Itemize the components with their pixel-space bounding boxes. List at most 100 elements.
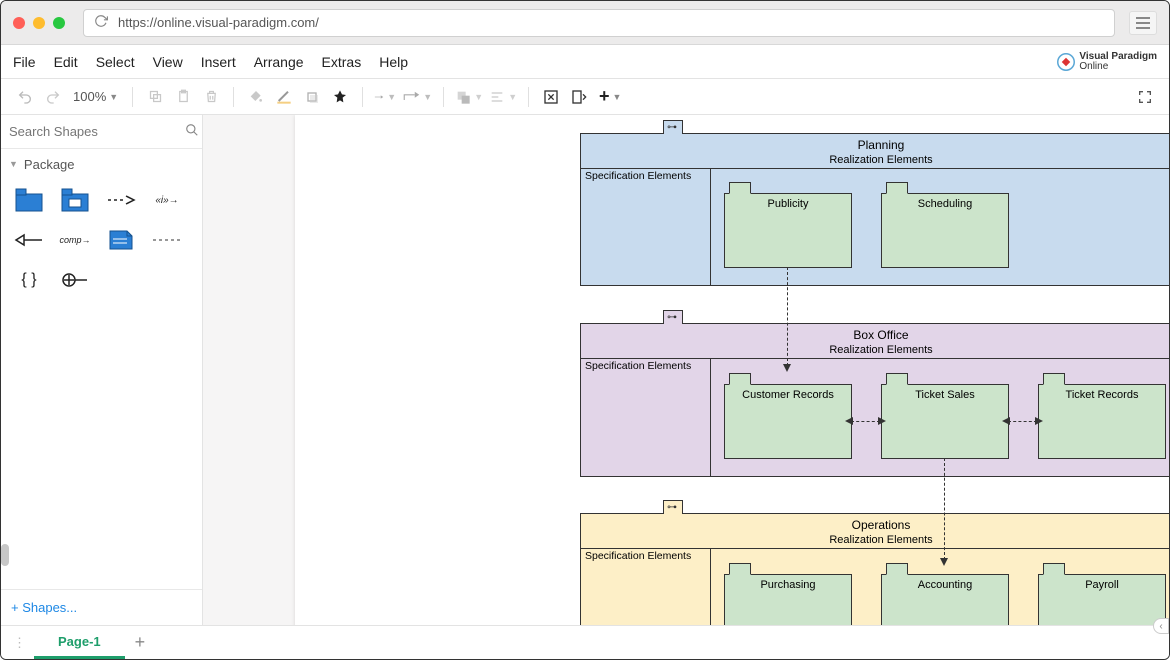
add-icon[interactable]: +▼: [596, 86, 624, 108]
search-shapes-input[interactable]: [9, 124, 185, 139]
connector-icon[interactable]: ▼: [374, 86, 396, 108]
palette-package-alt-icon[interactable]: [55, 185, 95, 215]
folder-accounting[interactable]: Accounting: [881, 574, 1009, 625]
fit-icon[interactable]: [540, 86, 562, 108]
add-page-icon[interactable]: +: [135, 632, 146, 653]
menu-select[interactable]: Select: [96, 54, 135, 70]
browser-chrome-bar: https://online.visual-paradigm.com/: [1, 1, 1169, 45]
redo-icon[interactable]: [42, 86, 64, 108]
folder-label: Accounting: [882, 575, 1008, 591]
menu-help[interactable]: Help: [379, 54, 408, 70]
palette-section-header[interactable]: ▼Package: [1, 149, 202, 179]
shape-palette: «i»→ comp→ { }: [1, 179, 202, 301]
palette-note-icon[interactable]: [101, 225, 141, 255]
toolbar: 100%▼ ▼ ▼ ▼ ▼ +▼: [1, 79, 1169, 115]
hamburger-menu-icon[interactable]: [1129, 11, 1157, 35]
specification-label: Specification Elements: [581, 548, 710, 564]
delete-icon[interactable]: [200, 86, 222, 108]
folder-label: Ticket Sales: [882, 385, 1008, 401]
folder-label: Ticket Records: [1039, 385, 1165, 401]
fill-icon[interactable]: [245, 86, 267, 108]
folder-payroll[interactable]: Payroll: [1038, 574, 1166, 625]
brand-logo: Visual ParadigmOnline: [1057, 52, 1157, 72]
palette-containment-icon[interactable]: [55, 265, 95, 295]
refresh-icon[interactable]: [94, 14, 108, 31]
dependency-connector[interactable]: [944, 458, 945, 560]
palette-generalization-icon[interactable]: [9, 225, 49, 255]
minimize-window-icon[interactable]: [33, 17, 45, 29]
realization-label: Realization Elements: [581, 152, 1169, 166]
dependency-connector[interactable]: [1008, 421, 1037, 422]
folder-purchasing[interactable]: Purchasing: [724, 574, 852, 625]
package-title: Planning: [581, 134, 1169, 152]
tofront-icon[interactable]: ▼: [455, 86, 483, 108]
arrow-right-icon: [1035, 417, 1043, 425]
palette-import-icon[interactable]: «i»→: [147, 185, 187, 215]
style-icon[interactable]: [329, 86, 351, 108]
folder-label: Payroll: [1039, 575, 1165, 591]
shapes-sidebar: ⋮ ▼Package «i»→ comp→ { } + Shapes...: [1, 115, 203, 625]
package-box_office[interactable]: ⊶Box OfficeRealization ElementsSpecifica…: [580, 323, 1169, 477]
undo-icon[interactable]: [14, 86, 36, 108]
palette-anchor-icon[interactable]: [147, 225, 187, 255]
package-title: Operations: [581, 514, 1169, 532]
dependency-connector[interactable]: [851, 421, 880, 422]
zoom-level[interactable]: 100%▼: [73, 89, 118, 104]
search-icon[interactable]: [185, 123, 199, 140]
arrow-down-icon: [783, 364, 791, 372]
dependency-connector[interactable]: [787, 267, 788, 366]
menu-bar: File Edit Select View Insert Arrange Ext…: [1, 45, 1169, 79]
sidebar-scroll-handle[interactable]: [1, 544, 9, 566]
specification-label: Specification Elements: [581, 168, 710, 184]
folder-scheduling[interactable]: Scheduling: [881, 193, 1009, 268]
palette-package-icon[interactable]: [9, 185, 49, 215]
palette-dependency-icon[interactable]: [101, 185, 141, 215]
realization-label: Realization Elements: [581, 342, 1169, 356]
autosize-icon[interactable]: [568, 86, 590, 108]
folder-publicity[interactable]: Publicity: [724, 193, 852, 268]
package-operations[interactable]: ⊶OperationsRealization ElementsSpecifica…: [580, 513, 1169, 625]
folder-label: Purchasing: [725, 575, 851, 591]
menu-extras[interactable]: Extras: [322, 54, 362, 70]
waypoint-icon[interactable]: ▼: [402, 86, 432, 108]
arrow-left-icon: [1002, 417, 1010, 425]
shadow-icon[interactable]: [301, 86, 323, 108]
menu-insert[interactable]: Insert: [201, 54, 236, 70]
menu-arrange[interactable]: Arrange: [254, 54, 304, 70]
maximize-window-icon[interactable]: [53, 17, 65, 29]
footer-drag-icon[interactable]: ⋮: [13, 635, 26, 651]
align-icon[interactable]: ▼: [489, 86, 517, 108]
realization-label: Realization Elements: [581, 532, 1169, 546]
page-tabs-bar: ⋮ Page-1 + ‹: [1, 625, 1169, 659]
folder-label: Scheduling: [882, 194, 1008, 210]
arrow-left-icon: [845, 417, 853, 425]
diagram-page[interactable]: ⊶PlanningRealization ElementsSpecificati…: [295, 115, 1169, 625]
folder-ticket-sales[interactable]: Ticket Sales: [881, 384, 1009, 459]
package-planning[interactable]: ⊶PlanningRealization ElementsSpecificati…: [580, 133, 1169, 286]
arrow-right-icon: [878, 417, 886, 425]
fullscreen-icon[interactable]: [1134, 86, 1156, 108]
more-shapes-link[interactable]: + Shapes...: [1, 589, 202, 625]
folder-ticket-records[interactable]: Ticket Records: [1038, 384, 1166, 459]
palette-constraint-icon[interactable]: { }: [9, 265, 49, 295]
url-text: https://online.visual-paradigm.com/: [118, 15, 319, 30]
paste-icon[interactable]: [172, 86, 194, 108]
page-tab-1[interactable]: Page-1: [34, 626, 125, 659]
url-bar[interactable]: https://online.visual-paradigm.com/: [83, 9, 1115, 37]
palette-comp-icon[interactable]: comp→: [55, 225, 95, 255]
copy-icon[interactable]: [144, 86, 166, 108]
folder-label: Customer Records: [725, 385, 851, 401]
canvas[interactable]: ⊶PlanningRealization ElementsSpecificati…: [203, 115, 1169, 625]
stroke-icon[interactable]: [273, 86, 295, 108]
window-controls: [13, 17, 65, 29]
menu-edit[interactable]: Edit: [54, 54, 78, 70]
close-window-icon[interactable]: [13, 17, 25, 29]
package-title: Box Office: [581, 324, 1169, 342]
menu-file[interactable]: File: [13, 54, 36, 70]
brand-text-bottom: Online: [1079, 61, 1108, 72]
specification-label: Specification Elements: [581, 358, 710, 374]
folder-customer-records[interactable]: Customer Records: [724, 384, 852, 459]
menu-view[interactable]: View: [153, 54, 183, 70]
folder-label: Publicity: [725, 194, 851, 210]
panel-collapse-handle[interactable]: ‹: [1153, 618, 1169, 634]
